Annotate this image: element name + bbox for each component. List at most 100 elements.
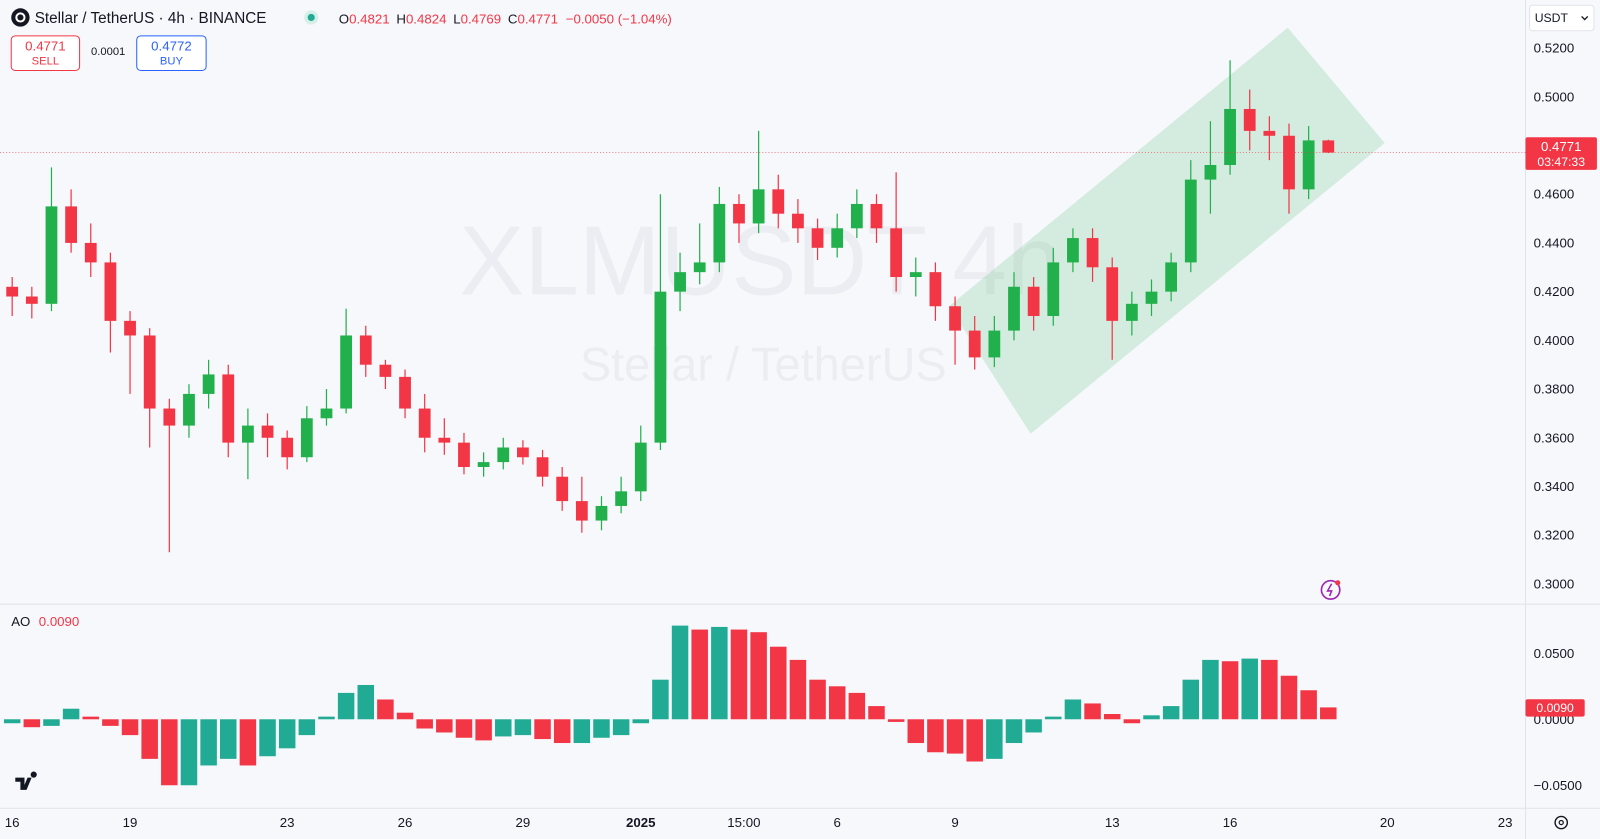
ao-bar <box>887 719 905 722</box>
ao-bar <box>1123 719 1141 724</box>
symbol-title[interactable]: Stellar / TetherUS · 4h · BINANCE <box>35 10 267 27</box>
close-value: 0.4771 <box>517 11 558 26</box>
ao-bar <box>239 719 257 766</box>
ao-bar <box>632 719 650 724</box>
ao-bar <box>475 719 492 741</box>
candle-body <box>6 286 19 297</box>
candle-body <box>399 376 411 409</box>
watermark-name: Stellar / TetherUS <box>580 338 947 390</box>
candle-body <box>1008 286 1020 331</box>
ao-bar <box>1162 706 1180 720</box>
candle-body <box>772 189 785 214</box>
ao-bar <box>200 719 217 766</box>
ao-bar <box>593 719 610 738</box>
x-tick-label: 23 <box>280 815 295 830</box>
candle-body <box>84 242 97 263</box>
market-status-dot <box>307 13 315 22</box>
ao-bar <box>691 629 708 720</box>
candle-body <box>1027 286 1040 316</box>
ao-bar <box>82 716 100 720</box>
ohlc-letter: O <box>339 11 349 26</box>
ao-bar <box>868 706 885 720</box>
ao-bar <box>102 719 119 726</box>
candle-body <box>811 228 824 248</box>
ao-bar <box>828 686 846 720</box>
sell-label: SELL <box>32 55 59 67</box>
ao-bar <box>259 719 276 757</box>
ao-bar <box>652 679 669 720</box>
ao-bar <box>1300 690 1317 720</box>
y-tick-label: 0.4200 <box>1534 284 1575 299</box>
currency-dropdown[interactable] <box>1529 4 1595 32</box>
last-price-tag <box>1525 137 1597 170</box>
ao-bar <box>278 719 296 749</box>
currency-label: USDT <box>1535 11 1569 25</box>
candle-body <box>1086 238 1099 268</box>
ao-bar <box>1182 679 1200 720</box>
ao-bar <box>848 692 866 720</box>
candle-body <box>104 262 117 321</box>
y-tick-label: 0.3400 <box>1534 479 1575 494</box>
candle-body <box>792 213 804 229</box>
ao-bar <box>396 712 414 720</box>
candle-body <box>988 330 1001 358</box>
candle-body <box>1184 179 1197 263</box>
candle-body <box>615 491 628 506</box>
ao-value-tag <box>1525 699 1585 717</box>
candle-body <box>1243 108 1256 131</box>
ao-bar <box>1241 658 1258 720</box>
candle-body <box>45 206 58 304</box>
ao-bar <box>553 719 571 744</box>
ao-bar <box>180 719 198 786</box>
sell-button[interactable] <box>10 35 81 72</box>
ao-bar <box>1143 715 1160 720</box>
candle-body <box>909 272 922 278</box>
ao-y-tick-label: −0.0500 <box>1534 778 1582 793</box>
candle-body <box>1047 262 1060 316</box>
tv-logo[interactable] <box>15 771 37 790</box>
ohlc-readout: O0.4821 H0.4824 L0.4769 C0.4771 −0.0050 … <box>339 11 672 26</box>
candle-body <box>634 442 647 492</box>
candle-body <box>25 296 38 304</box>
ao-bar <box>62 708 80 720</box>
candle-body <box>222 374 235 443</box>
candle-body <box>261 425 274 438</box>
y-tick-label: 0.3200 <box>1534 528 1575 543</box>
candle-body <box>1283 135 1295 190</box>
y-tick-label: 0.3000 <box>1534 576 1575 591</box>
candle-body <box>163 408 176 426</box>
candle-body <box>536 457 549 477</box>
indicator-title[interactable]: AO <box>11 614 30 629</box>
candle-body <box>1067 238 1079 263</box>
alert-icon[interactable] <box>1320 579 1341 600</box>
settings-icon[interactable] <box>1554 815 1569 830</box>
ao-bar <box>377 699 394 720</box>
ao-bar <box>907 719 925 744</box>
candle-body <box>890 228 903 278</box>
candle-body <box>1263 130 1276 136</box>
candle-body <box>752 189 765 224</box>
ao-bar <box>750 632 767 720</box>
bar-countdown: 03:47:33 <box>1537 155 1585 169</box>
x-tick-label: 19 <box>123 815 138 830</box>
candle-body <box>929 272 942 307</box>
open-value: 0.4821 <box>349 11 390 26</box>
candle-body <box>1165 262 1178 292</box>
buy-price: 0.4772 <box>151 39 192 54</box>
buy-button[interactable] <box>136 35 207 72</box>
high-value: 0.4824 <box>406 11 447 26</box>
candle-body <box>65 206 78 243</box>
ao-bar <box>671 625 689 720</box>
candle-body <box>733 203 745 224</box>
x-tick-label: 13 <box>1105 815 1120 830</box>
ao-bar <box>1025 719 1042 733</box>
parallel-channel[interactable] <box>948 27 1385 434</box>
x-tick-label: 26 <box>398 815 413 830</box>
plot-layer: 0.3000 0.3200 0.3400 0.3600 0.3800 0.4000 0.42… <box>0 41 1597 830</box>
ao-bar <box>3 719 21 724</box>
symbol-logo-mark <box>15 12 26 23</box>
y-tick-label: 0.4400 <box>1534 235 1575 250</box>
ao-bar <box>986 719 1003 759</box>
candle-body <box>379 364 392 377</box>
